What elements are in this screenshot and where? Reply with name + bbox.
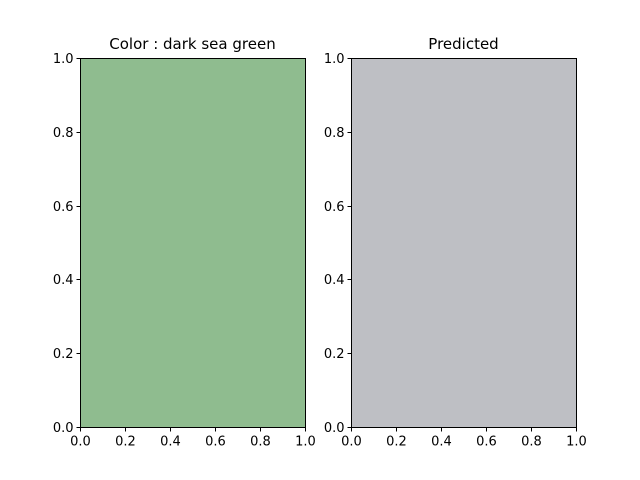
- right-x-tick-label: 0.4: [431, 435, 452, 450]
- left-color-panel: Color : dark sea green 0.0 0.2 0.4 0.6 0.8 1.0…: [53, 35, 316, 450]
- left-y-tick-label: 0.0: [53, 421, 74, 436]
- right-x-tick-label: 0.0: [341, 435, 362, 450]
- left-panel-title: Color : dark sea green: [109, 35, 275, 53]
- right-y-tick-label: 0.8: [324, 126, 345, 141]
- right-x-tick-label: 0.8: [521, 435, 542, 450]
- left-x-tick-label: 0.4: [160, 435, 181, 450]
- right-x-tick-label: 0.6: [476, 435, 497, 450]
- right-predicted-panel: Predicted 0.0 0.2 0.4 0.6 0.8 1.0 0.0 0.2 0.4 0.6 0…: [324, 35, 587, 450]
- left-x-tick-label: 0.2: [115, 435, 136, 450]
- left-x-tick-label: 0.6: [205, 435, 226, 450]
- left-color-fill: [80, 58, 305, 427]
- right-color-fill: [351, 58, 576, 427]
- left-y-tick-label: 0.6: [53, 200, 74, 215]
- left-x-tick-label: 1.0: [295, 435, 316, 450]
- right-y-tick-label: 0.0: [324, 421, 345, 436]
- right-panel-title: Predicted: [428, 35, 498, 53]
- left-y-tick-label: 1.0: [53, 52, 74, 67]
- right-y-tick-label: 1.0: [324, 52, 345, 67]
- left-y-tick-label: 0.4: [53, 273, 74, 288]
- left-x-tick-label: 0.0: [70, 435, 91, 450]
- left-y-tick-label: 0.8: [53, 126, 74, 141]
- left-y-tick-label: 0.2: [53, 347, 74, 362]
- right-axes-frame: [351, 58, 577, 428]
- right-x-tick-label: 0.2: [386, 435, 407, 450]
- left-axes-frame: [80, 58, 306, 428]
- left-x-tick-label: 0.8: [250, 435, 271, 450]
- right-y-tick-label: 0.2: [324, 347, 345, 362]
- right-y-tick-label: 0.4: [324, 273, 345, 288]
- right-x-tick-label: 1.0: [566, 435, 587, 450]
- right-y-tick-label: 0.6: [324, 200, 345, 215]
